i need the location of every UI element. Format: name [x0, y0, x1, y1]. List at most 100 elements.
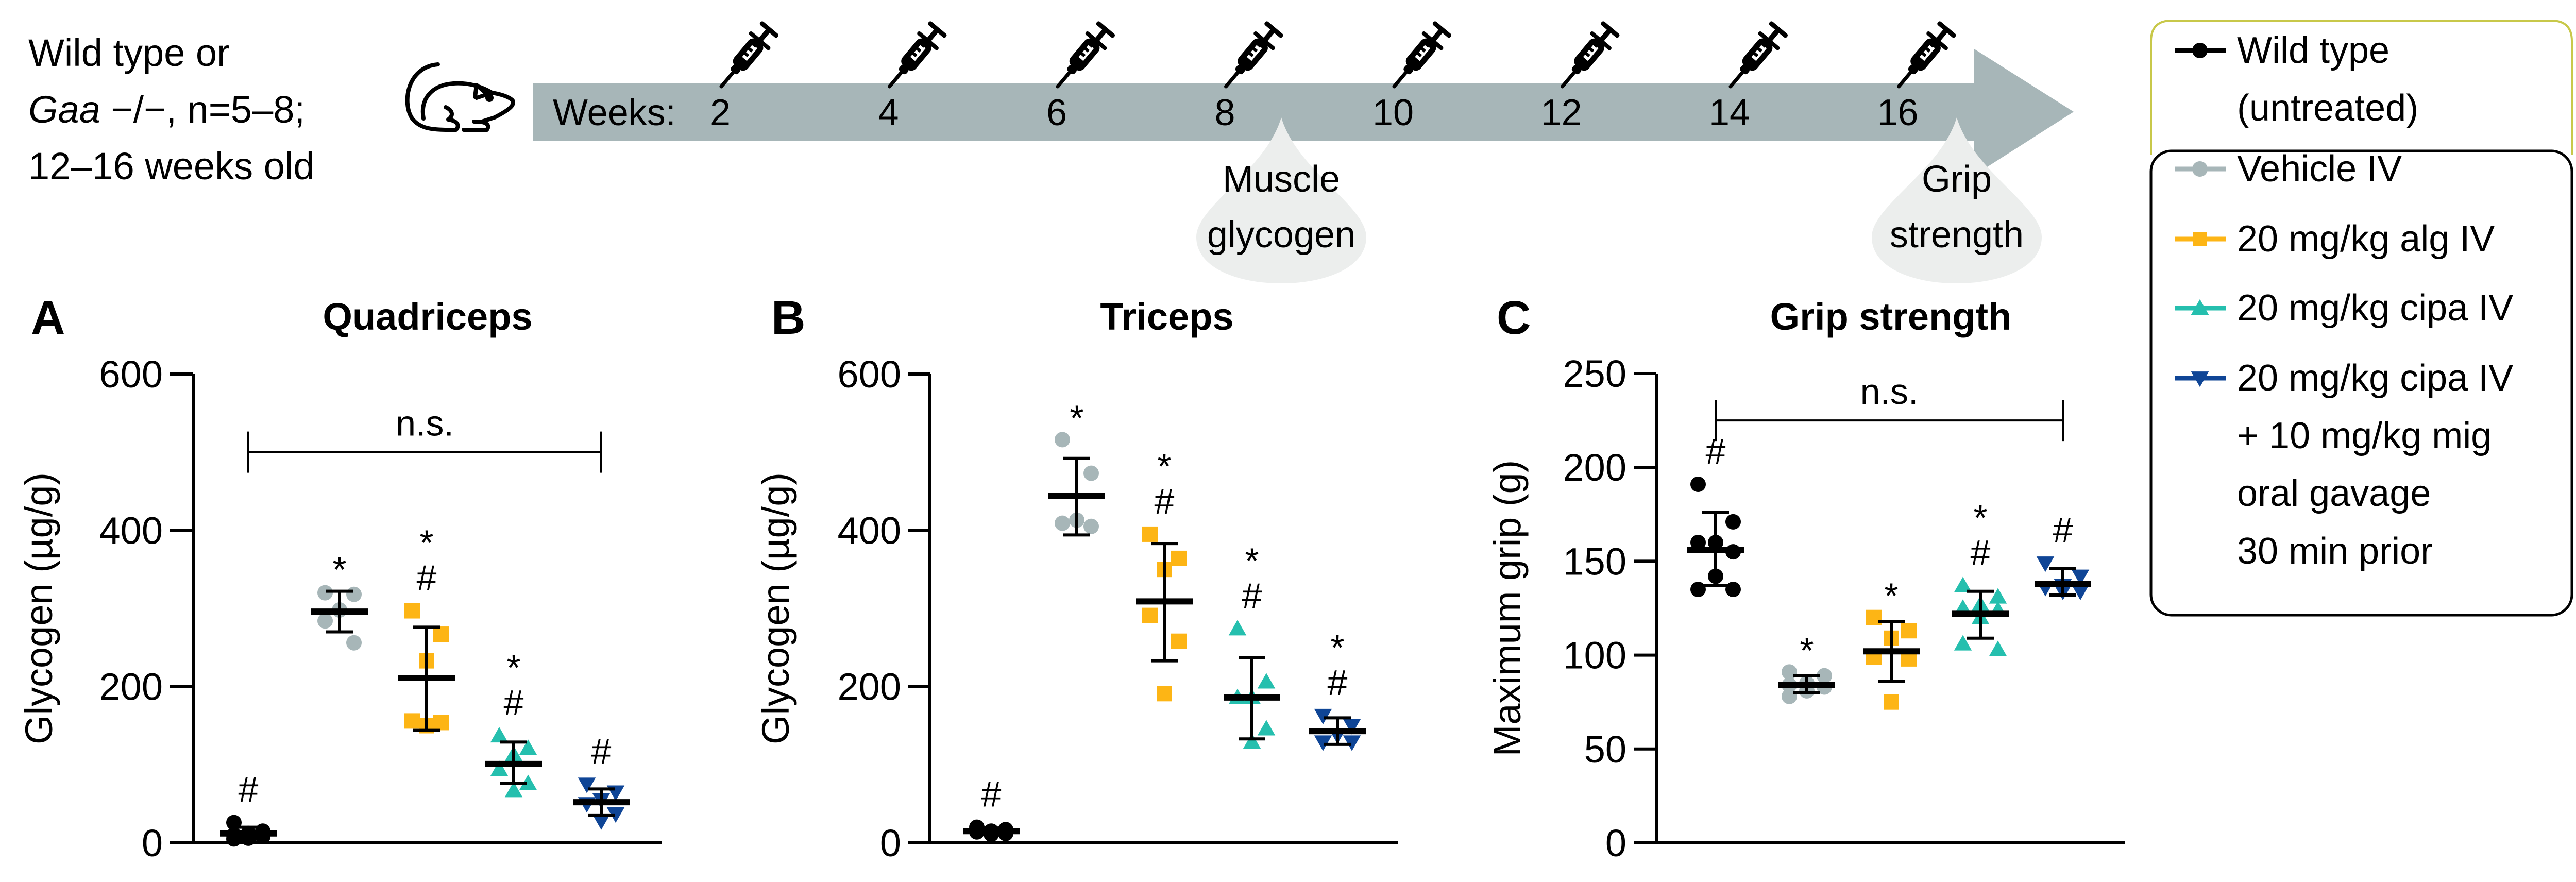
data-point — [1142, 607, 1158, 623]
bubble-shape — [1196, 117, 1366, 283]
y-tick-label: 200 — [1563, 446, 1626, 489]
data-point — [592, 814, 611, 830]
significance-star: * — [1157, 446, 1171, 486]
significance-hash: # — [239, 770, 259, 810]
data-point — [1171, 550, 1187, 566]
significance-bracket: n.s. — [1715, 371, 2064, 442]
data-point — [606, 807, 625, 823]
group-veh: * — [1048, 398, 1105, 537]
data-point — [1901, 623, 1917, 639]
legend: Wild type (untreated) Vehicle IV 20 mg/kg a… — [2149, 20, 2573, 617]
syringe-icon — [1392, 21, 1451, 89]
group-alg: #* — [398, 523, 455, 734]
week-label: 12 — [1540, 92, 1582, 133]
legend-label: + 10 mg/kg mig — [2237, 415, 2492, 456]
y-tick-label: 0 — [880, 822, 901, 864]
y-axis-label: Glycogen (µg/g) — [754, 472, 797, 744]
panel-letter: A — [31, 292, 65, 344]
data-point — [1314, 708, 1332, 725]
data-point — [1884, 694, 1899, 710]
data-point — [1083, 518, 1099, 534]
data-point — [1257, 720, 1276, 736]
syringe-icon — [1224, 21, 1283, 89]
y-tick-label: 600 — [838, 353, 901, 396]
panel-letter: B — [771, 292, 805, 344]
significance-star: * — [1884, 576, 1898, 616]
group-veh: * — [1778, 630, 1835, 704]
y-tick-label: 200 — [99, 666, 163, 708]
data-point — [1055, 432, 1070, 448]
weeks-label: Weeks: — [553, 92, 676, 133]
data-point — [1083, 465, 1099, 481]
data-point — [1228, 620, 1247, 636]
y-tick-label: 0 — [142, 822, 163, 864]
significance-hash: # — [2053, 510, 2073, 550]
data-point — [1954, 576, 1972, 592]
bubble-label: strength — [1890, 214, 2024, 256]
data-point — [1817, 668, 1832, 684]
week-label: 10 — [1372, 92, 1414, 133]
syringe-icon — [1897, 21, 1956, 89]
intro-line-3: 12–16 weeks old — [28, 145, 314, 188]
timeline: Muscle glycogen Grip strength Weeks: 2 4 6 8 10… — [533, 21, 2074, 283]
data-point — [346, 635, 362, 651]
ns-label: n.s. — [1860, 371, 1919, 412]
gene-name: Gaa — [28, 88, 100, 131]
data-point — [504, 782, 523, 798]
data-point — [346, 586, 362, 602]
timeline-arrow — [533, 49, 2074, 175]
intro-text: Wild type or Gaa −/−, n=5–8; 12–16 weeks… — [28, 31, 314, 188]
data-point — [1782, 664, 1797, 680]
ns-label: n.s. — [396, 403, 454, 444]
week-label: 6 — [1046, 92, 1067, 133]
significance-star: * — [1245, 540, 1259, 581]
data-point — [317, 613, 333, 629]
y-axis-label: Maximum grip (g) — [1486, 460, 1529, 757]
legend-wildtype-box — [2150, 20, 2573, 155]
significance-star: * — [332, 550, 346, 590]
group-cipamig: # — [2035, 510, 2091, 600]
legend-marker-circle — [2192, 161, 2208, 177]
significance-bracket: n.s. — [247, 403, 602, 473]
data-point — [1157, 686, 1172, 702]
group-wt: # — [963, 774, 1020, 842]
data-point — [2071, 584, 2090, 600]
group-cipamig: #* — [1309, 627, 1366, 751]
group-cipa: #* — [1224, 540, 1280, 749]
panel-title: Grip strength — [1770, 295, 2012, 338]
data-point — [578, 777, 596, 793]
legend-label: oral gavage — [2237, 473, 2431, 514]
data-point — [404, 603, 420, 619]
group-alg: * — [1863, 576, 1920, 710]
group-cipa: #* — [485, 648, 542, 798]
panel-c: C Grip strength Maximum grip (g) 0 50 100 150 2… — [1486, 292, 2125, 864]
data-point — [404, 713, 420, 729]
group-cipamig: # — [573, 731, 630, 830]
panel-a: A Quadriceps Glycogen (µg/g) 0 200 400 600 n.s.… — [18, 292, 662, 864]
syringe-icon — [1728, 21, 1788, 89]
y-tick-label: 250 — [1563, 352, 1626, 395]
significance-hash: # — [417, 558, 437, 598]
legend-marker-triangle-down — [2191, 371, 2209, 387]
bubble-label: Grip — [1922, 159, 1992, 200]
data-point — [1690, 534, 1706, 550]
data-point — [519, 739, 537, 755]
legend-label: (untreated) — [2237, 88, 2418, 129]
genotype-sample-size: −/−, n=5–8; — [100, 88, 305, 131]
y-axis-label: Glycogen (µg/g) — [18, 472, 60, 744]
y-tick-label: 200 — [838, 666, 901, 708]
legend-marker-circle — [2192, 43, 2208, 58]
measurement-bubble: Muscle glycogen — [1196, 117, 1366, 283]
group-wt: # — [1687, 431, 1744, 598]
significance-hash: # — [1971, 533, 1991, 573]
y-tick-label: 0 — [1605, 822, 1626, 864]
significance-hash: # — [981, 774, 1002, 815]
panel-title: Triceps — [1100, 295, 1233, 338]
legend-treatment-box — [2149, 149, 2573, 617]
week-label: 8 — [1214, 92, 1235, 133]
syringe-icon — [1561, 21, 1620, 89]
y-tick-label: 150 — [1563, 540, 1626, 583]
significance-star: * — [419, 523, 433, 563]
legend-marker-square — [2193, 232, 2207, 246]
data-point — [1725, 582, 1741, 598]
